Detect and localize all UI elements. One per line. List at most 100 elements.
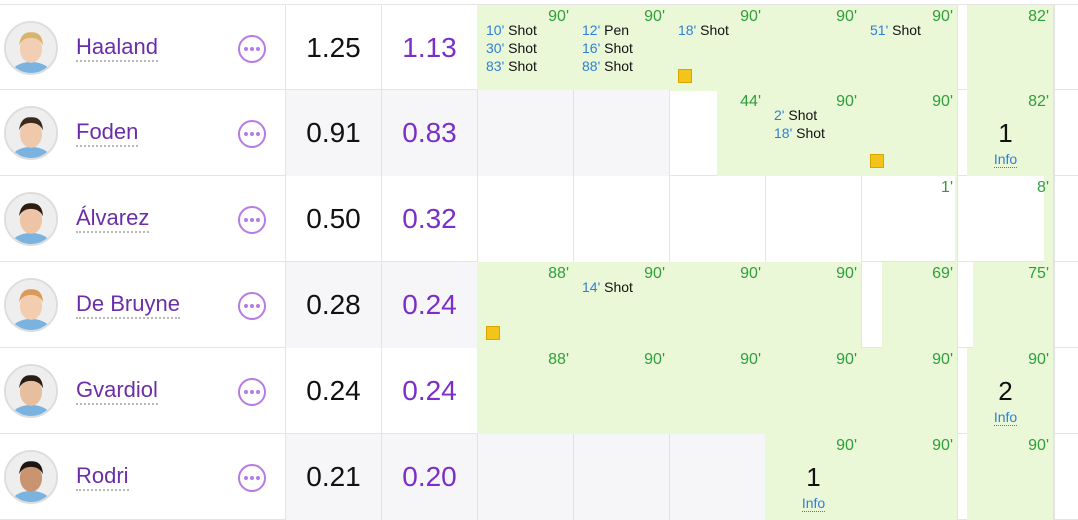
minutes-played-bar: [669, 348, 765, 434]
match-cell: 90' 12' Pen 16' Shot 88' Shot: [573, 5, 670, 91]
match-cell: [574, 176, 670, 262]
match-cell: 88': [477, 348, 574, 434]
player-name-link[interactable]: Gvardiol: [76, 378, 158, 405]
player-avatar[interactable]: [4, 21, 58, 75]
minutes-played-bar: [573, 5, 669, 91]
match-cell: [478, 434, 574, 520]
player-name-link[interactable]: Álvarez: [76, 206, 150, 233]
match-cell: 90': [669, 262, 766, 348]
player-cell: Gvardiol: [0, 348, 286, 434]
stat-value-primary: 0.91: [286, 90, 382, 176]
table-row: Gvardiol 0.24 0.24 88' 90' 90' 90' 90' 90' 2 Info: [0, 348, 1078, 434]
match-cell: 90' 14' Shot: [573, 262, 670, 348]
stat-value-secondary: 0.32: [382, 176, 478, 262]
event-item: 16' Shot: [582, 39, 633, 57]
player-avatar[interactable]: [4, 450, 58, 504]
minutes-played: 90': [836, 351, 857, 368]
yellow-card-icon: [486, 326, 500, 340]
info-link-label[interactable]: Info: [801, 495, 826, 512]
event-minute: 12': [582, 22, 601, 38]
table-row: Foden 0.91 0.83 44' 90' 2' Shot 18' Shot 90' 82…: [0, 90, 1078, 176]
minutes-played: 1': [941, 179, 953, 196]
match-cell: [478, 176, 574, 262]
event-list: 14' Shot: [582, 278, 633, 296]
player-avatar[interactable]: [4, 106, 58, 160]
match-cell: 8': [958, 176, 1054, 262]
match-cell: 90' 2 Info: [958, 348, 1054, 434]
minutes-played-bar: [967, 90, 1053, 176]
minutes-played-bar: [1044, 176, 1053, 262]
player-avatar[interactable]: [4, 192, 58, 246]
player-cell: De Bruyne: [0, 262, 286, 348]
more-options-icon[interactable]: [238, 378, 266, 406]
minutes-played-bar: [967, 348, 1053, 434]
player-name-link[interactable]: Foden: [76, 120, 139, 147]
event-item: 18' Shot: [774, 124, 825, 142]
match-cell: 82': [958, 5, 1054, 91]
next-column-edge: [1054, 262, 1078, 348]
minutes-played-bar: [861, 348, 957, 434]
stat-count: 1: [806, 462, 821, 492]
match-cell: 90' 18' Shot: [669, 5, 766, 91]
next-column-edge: [1054, 434, 1078, 520]
player-cell: Rodri: [0, 434, 286, 520]
event-minute: 14': [582, 279, 601, 295]
stat-value-secondary: 0.20: [382, 434, 478, 520]
match-cell: [670, 176, 766, 262]
info-link[interactable]: Info: [958, 151, 1053, 168]
more-options-icon[interactable]: [238, 292, 266, 320]
minutes-played: 90': [1028, 437, 1049, 454]
info-link-label[interactable]: Info: [993, 151, 1018, 168]
event-list: 51' Shot: [870, 21, 921, 39]
minutes-played-bar: [765, 90, 861, 176]
event-item: 14' Shot: [582, 278, 633, 296]
match-cell: 90': [573, 348, 670, 434]
match-cell: 90': [861, 434, 958, 520]
minutes-played: 44': [740, 93, 761, 110]
event-type: Shot: [892, 22, 921, 38]
minutes-played-bar: [669, 262, 765, 348]
minutes-played: 90': [740, 265, 761, 282]
minutes-played: 90': [836, 8, 857, 25]
player-name-link[interactable]: Rodri: [76, 464, 129, 491]
match-cell: 90': [765, 5, 862, 91]
minutes-played: 88': [548, 351, 569, 368]
stat-value-primary: 0.21: [286, 434, 382, 520]
player-name-link[interactable]: Haaland: [76, 35, 158, 62]
event-minute: 30': [486, 40, 505, 56]
minutes-played-bar: [967, 5, 1053, 91]
table-row: De Bruyne 0.28 0.24 88' 90' 14' Shot 90' 90' 69…: [0, 262, 1078, 348]
match-cell: 90': [861, 348, 958, 434]
minutes-played: 90': [740, 351, 761, 368]
player-name-link[interactable]: De Bruyne: [76, 292, 180, 319]
info-link[interactable]: Info: [766, 495, 861, 512]
match-cell: [478, 90, 574, 176]
minutes-played: 90': [644, 8, 665, 25]
event-list: 10' Shot 30' Shot 83' Shot: [486, 21, 537, 75]
more-options-icon[interactable]: [238, 120, 266, 148]
event-type: Shot: [508, 22, 537, 38]
minutes-played: 82': [1028, 8, 1049, 25]
player-avatar[interactable]: [4, 278, 58, 332]
info-link-label[interactable]: Info: [993, 409, 1018, 426]
info-link[interactable]: Info: [958, 409, 1053, 426]
more-options-icon[interactable]: [238, 35, 266, 63]
match-cell: 90' 51' Shot: [861, 5, 958, 91]
match-cell: 90' 1 Info: [765, 434, 862, 520]
more-options-icon[interactable]: [238, 464, 266, 492]
yellow-card-icon: [870, 154, 884, 168]
minutes-played: 69': [932, 265, 953, 282]
more-options-icon[interactable]: [238, 206, 266, 234]
minutes-played-bar: [955, 176, 957, 262]
event-minute: 10': [486, 22, 505, 38]
match-cell: 90': [765, 262, 862, 348]
stat-value-primary: 0.50: [286, 176, 382, 262]
player-avatar[interactable]: [4, 364, 58, 418]
minutes-played-bar: [573, 262, 669, 348]
minutes-played-bar: [477, 5, 573, 91]
minutes-played-bar: [765, 348, 861, 434]
event-minute: 18': [678, 22, 697, 38]
match-cell: 90': [669, 348, 766, 434]
stat-value-primary: 1.25: [286, 5, 382, 91]
table-row: Rodri 0.21 0.20 90' 1 Info 90' 90': [0, 434, 1078, 520]
